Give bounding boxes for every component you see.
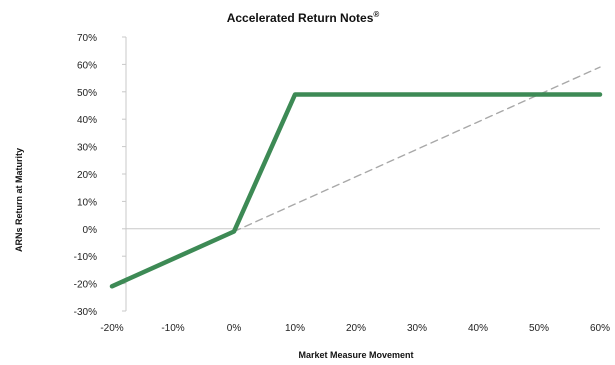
y-axis-title: ARNs Return at Maturity [14,148,24,252]
y-tick-label: 60% [77,60,97,71]
y-tick-label: 10% [77,197,97,208]
y-tick-label: 30% [77,143,97,154]
x-tick-label: -20% [100,323,123,334]
y-tick-label: 70% [77,33,97,44]
y-tick-label: -20% [74,280,97,291]
y-tick-label: 50% [77,88,97,99]
y-tick-label: 20% [77,170,97,181]
y-tick-label: -10% [74,252,97,263]
x-tick-label: 20% [346,323,366,334]
x-tick-label: 10% [285,323,305,334]
x-tick-label: 0% [227,323,242,334]
y-tick-label: 40% [77,115,97,126]
plot-area: -30%-20%-10%0%10%20%30%40%50%60%70%-20% -… [74,33,610,334]
x-axis-title: Market Measure Movement [298,350,413,360]
arn-payoff-line [109,92,603,289]
y-tick-label: -30% [74,307,97,318]
chart-title-text: Accelerated Return Notes [227,11,374,25]
x-tick-label: 50% [529,323,549,334]
chart-title-mark: ® [373,10,379,19]
x-tick-label: 40% [468,323,488,334]
y-tick-label: 0% [83,225,98,236]
x-tick-label: 60% [590,323,610,334]
chart-title: Accelerated Return Notes® [227,10,380,25]
x-tick-label: 30% [407,323,427,334]
x-tick-label: -10% [161,323,184,334]
market-reference-line [233,66,601,233]
